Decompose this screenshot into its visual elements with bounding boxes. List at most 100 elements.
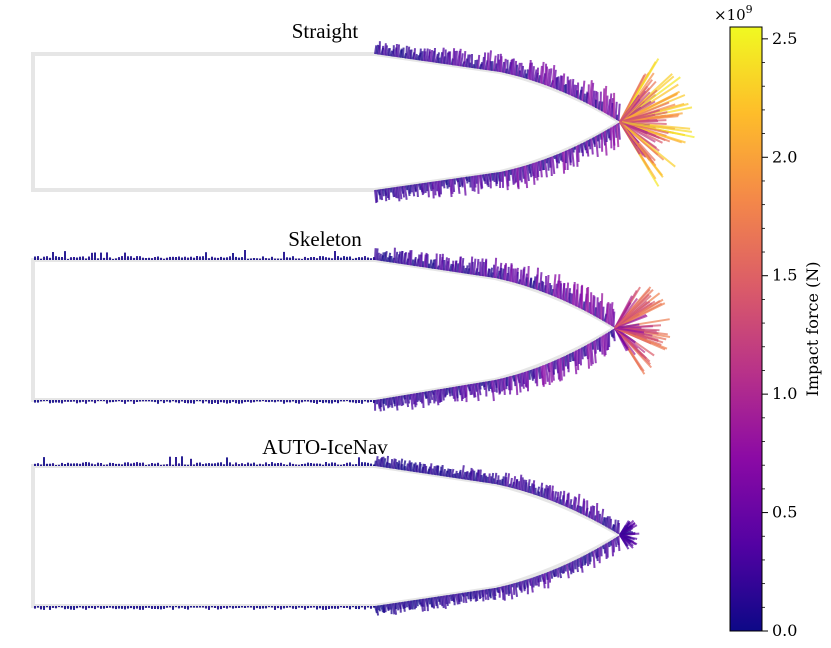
force-vector	[380, 456, 384, 468]
force-vector	[522, 266, 526, 286]
force-vector	[438, 180, 441, 198]
panel-title-straight: Straight	[292, 19, 359, 43]
force-vector	[591, 341, 595, 350]
force-vector	[619, 121, 660, 140]
force-vector	[411, 393, 416, 405]
force-vector	[440, 595, 444, 607]
force-vector	[576, 493, 581, 513]
force-vector	[611, 539, 614, 557]
force-vector	[432, 597, 436, 609]
force-vector	[590, 505, 594, 520]
force-vector	[590, 138, 594, 155]
force-vector	[449, 594, 453, 602]
hull-bow-skeleton	[374, 258, 619, 402]
force-vector	[378, 399, 382, 412]
force-vector	[405, 45, 408, 59]
force-vector	[494, 257, 498, 279]
force-vector	[536, 161, 540, 178]
force-vector	[483, 174, 487, 185]
force-vector	[580, 86, 583, 101]
force-vector	[425, 48, 429, 62]
force-vector	[579, 348, 582, 366]
force-vector	[593, 90, 598, 108]
force-vector	[619, 91, 651, 123]
force-vector	[386, 188, 389, 199]
force-vector	[608, 303, 612, 325]
force-vector	[614, 323, 640, 329]
force-vector	[405, 463, 409, 471]
force-vector	[548, 68, 553, 87]
force-vector	[520, 166, 523, 183]
force-vector	[386, 48, 390, 56]
force-vector	[480, 174, 484, 189]
force-vector	[465, 470, 469, 480]
force-vector	[445, 52, 449, 65]
force-vector	[541, 61, 545, 84]
force-vector	[486, 381, 491, 392]
force-vector	[467, 176, 471, 183]
force-vector	[428, 390, 432, 404]
force-vector	[438, 389, 442, 403]
force-vector	[432, 465, 436, 475]
force-vector	[595, 502, 599, 522]
force-vector	[611, 329, 615, 339]
force-vector	[483, 589, 488, 600]
force-vector	[492, 478, 495, 484]
force-vector	[404, 252, 408, 265]
force-vector	[590, 82, 595, 106]
force-vector	[401, 395, 405, 406]
force-vector	[398, 251, 402, 264]
force-vector	[424, 182, 427, 193]
colorbar-tick-label: 1.0	[772, 384, 797, 403]
force-vector	[425, 252, 428, 268]
force-vector	[542, 365, 545, 387]
force-vector	[614, 101, 618, 120]
force-vector	[486, 173, 490, 188]
force-vector	[565, 563, 570, 579]
force-vector	[532, 66, 535, 81]
force-vector	[520, 62, 523, 78]
force-vector	[436, 52, 440, 64]
force-vector	[617, 122, 621, 140]
force-vector	[575, 559, 579, 573]
force-vector	[603, 544, 607, 554]
force-vector	[378, 253, 382, 261]
force-vector	[526, 164, 530, 182]
force-vector	[491, 380, 495, 402]
force-vector	[419, 48, 422, 61]
force-vector	[486, 589, 490, 601]
force-vector	[521, 166, 525, 179]
hull-bow-straight	[374, 52, 624, 192]
force-vector	[581, 347, 584, 360]
force-vector	[459, 53, 464, 67]
force-vector	[447, 179, 451, 188]
force-vector	[449, 179, 453, 198]
force-vector	[551, 65, 556, 88]
force-vector	[556, 491, 560, 504]
force-vector	[619, 74, 646, 123]
force-vector	[386, 397, 390, 409]
force-vector	[533, 276, 537, 289]
force-vector	[619, 522, 631, 536]
force-vector	[474, 383, 478, 392]
force-vector	[434, 181, 439, 192]
force-vector	[416, 599, 419, 607]
force-vector	[543, 364, 547, 385]
force-vector	[444, 257, 448, 271]
force-vector	[494, 63, 498, 72]
force-vector	[573, 560, 577, 570]
force-vector	[455, 593, 459, 605]
force-vector	[485, 589, 488, 595]
force-vector	[584, 345, 587, 357]
force-vector	[405, 394, 410, 408]
force-vector	[522, 372, 526, 385]
force-vector	[606, 332, 610, 351]
force-vector	[602, 306, 605, 321]
force-vector	[422, 48, 426, 62]
colorbar-exponent: 9	[746, 3, 753, 16]
force-vector	[491, 588, 495, 600]
force-vector	[387, 397, 391, 408]
force-vector	[572, 496, 576, 511]
force-vector	[595, 548, 599, 562]
